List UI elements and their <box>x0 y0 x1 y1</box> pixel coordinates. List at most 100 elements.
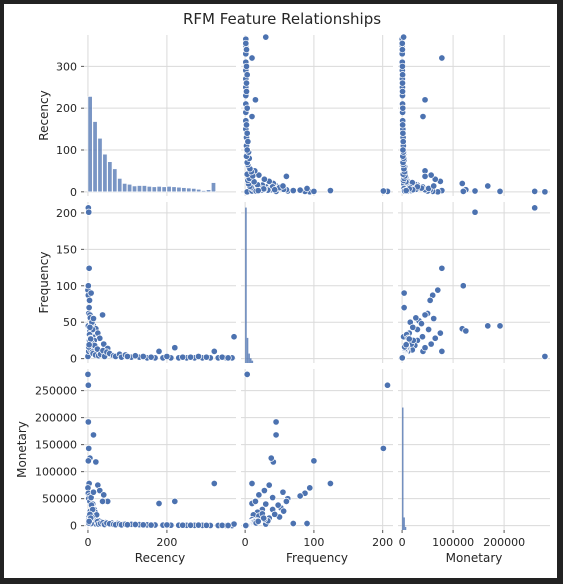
scatter-point <box>260 514 268 522</box>
scatter-point <box>260 175 268 183</box>
histogram-bar <box>403 517 405 530</box>
scatter-point <box>326 479 334 488</box>
scatter-point <box>194 521 203 529</box>
scatter-point <box>421 172 429 180</box>
scatter-point <box>85 517 93 525</box>
scatter-point <box>438 347 446 355</box>
tick-label-x: 200000 <box>483 536 525 549</box>
axis-label-x-monetary: Monetary <box>446 551 503 565</box>
histogram-bar <box>186 187 192 193</box>
scatter-point <box>179 521 187 529</box>
tick-label-y: 100 <box>56 144 77 157</box>
axis-label-y-monetary: Monetary <box>15 421 29 478</box>
scatter-point <box>85 304 93 312</box>
histogram-bar <box>117 178 123 193</box>
histogram-bar <box>196 189 202 193</box>
histogram-bar <box>102 153 108 193</box>
tick-label-y: 200000 <box>35 412 77 425</box>
scatter-point <box>187 521 195 529</box>
tick-label-y: 100000 <box>35 466 77 479</box>
scatter-point <box>417 320 426 328</box>
scatter-point <box>147 521 155 529</box>
histogram-bar <box>251 360 254 363</box>
panel-monetary-vs-monetary: 0 100000 200000 Monetary <box>398 369 550 565</box>
histogram-bar <box>166 186 172 193</box>
scatter-point <box>230 520 238 528</box>
tick-label-x: 100 <box>303 536 324 549</box>
panel-monetary-vs-recency: 0 200 Recency 0 50000 100000 150000 200000 25000… <box>15 369 238 565</box>
scatter-point <box>427 171 435 179</box>
scatter-point <box>87 289 95 297</box>
scatter-point <box>398 87 407 96</box>
scatter-point <box>279 182 287 190</box>
histogram-bar <box>181 187 187 193</box>
scatter-point <box>399 129 407 137</box>
scatter-point <box>100 491 108 499</box>
scatter-point <box>289 187 297 195</box>
scatter-point <box>224 521 232 530</box>
scatter-point <box>89 488 98 496</box>
histogram-bar <box>92 121 98 193</box>
scatter-point <box>171 497 179 505</box>
tick-label-x: 0 <box>399 536 406 549</box>
scatter-point <box>248 479 256 488</box>
tick-label-y: 200 <box>56 207 77 220</box>
scatter-point <box>251 497 259 505</box>
scatter-point <box>400 304 408 312</box>
scatter-point <box>458 179 466 188</box>
scatter-point <box>87 335 95 343</box>
scatter-point <box>84 282 92 290</box>
panel-recency-vs-frequency <box>241 33 393 196</box>
scatter-point <box>89 315 98 323</box>
histogram-bar <box>146 186 152 193</box>
tick-label-y: 200 <box>56 102 77 115</box>
scatter-point <box>427 340 435 348</box>
scatter-point <box>438 54 446 62</box>
pairplot-figure: RFM Feature Relationships 0 100 200 300 Rece… <box>15 10 550 565</box>
scatter-point <box>531 204 539 212</box>
scatter-point <box>147 353 155 361</box>
scatter-point <box>400 289 408 297</box>
scatter-point <box>438 264 446 272</box>
tick-label-y: 0 <box>70 353 77 366</box>
scatter-point <box>202 521 210 529</box>
scatter-point <box>436 329 444 337</box>
scatter-point <box>398 79 407 87</box>
scatter-point <box>99 311 107 319</box>
scatter-point <box>310 457 318 465</box>
scatter-point <box>303 184 311 193</box>
scatter-point <box>85 341 93 349</box>
histogram-bar <box>211 182 216 193</box>
scatter-point <box>243 129 251 137</box>
scatter-point <box>85 444 93 452</box>
scatter-point <box>306 484 314 492</box>
figure-frame: RFM Feature Relationships 0 100 200 300 Rece… <box>4 4 557 578</box>
scatter-point <box>398 354 406 362</box>
scatter-point <box>471 187 479 195</box>
scatter-point <box>399 71 407 79</box>
panel-frequency-vs-frequency <box>241 202 393 363</box>
scatter-point <box>244 138 252 146</box>
panel-recency-vs-recency: 0 100 200 300 Recency <box>37 35 236 199</box>
scatter-point <box>531 187 539 195</box>
scatter-point <box>430 315 438 323</box>
scatter-point <box>187 353 195 361</box>
scatter-point <box>242 39 250 47</box>
histogram-bar <box>156 186 162 193</box>
histogram-bar <box>151 186 157 193</box>
scatter-point <box>399 121 407 129</box>
scatter-point <box>399 146 407 154</box>
scatter-point <box>254 517 262 525</box>
tick-label-y: 300 <box>56 60 77 73</box>
histogram-bar <box>246 337 249 363</box>
scatter-point <box>310 187 318 195</box>
scatter-point <box>426 296 434 304</box>
histogram-bar <box>127 183 133 193</box>
scatter-point <box>421 311 429 319</box>
tick-label-y: 100 <box>56 280 77 293</box>
scatter-point <box>425 325 433 334</box>
scatter-point <box>194 352 203 360</box>
scatter-point <box>265 481 273 489</box>
scatter-point <box>274 501 282 509</box>
scatter-point <box>419 112 427 121</box>
